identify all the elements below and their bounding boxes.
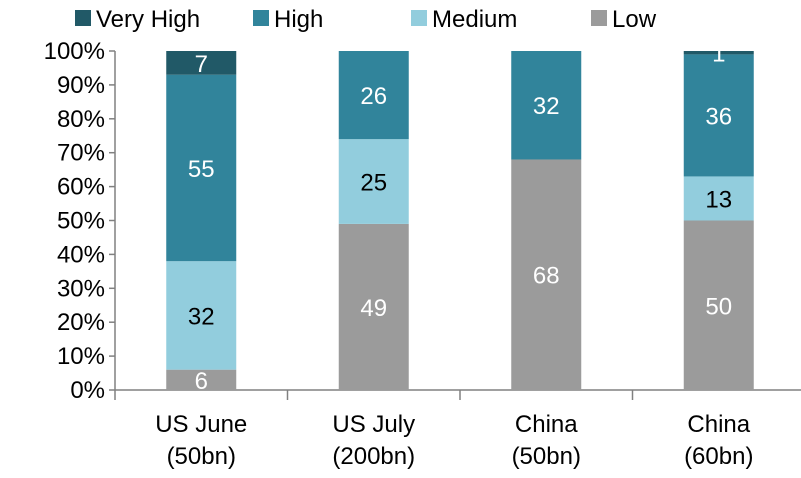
y-tick-label: 20% [57, 309, 105, 336]
legend-label-very-high: Very High [96, 6, 200, 33]
y-tick-label: 70% [57, 140, 105, 167]
y-tick-label: 60% [57, 174, 105, 201]
x-tick-label: China (50bn) [512, 411, 581, 470]
x-tick-label: China (60bn) [684, 411, 753, 470]
data-label-low: 6 [195, 368, 208, 395]
bar-segment-high [338, 51, 409, 140]
bar-segment-low [511, 159, 582, 390]
bar-segment-very-high [683, 51, 754, 55]
data-label-medium: 13 [705, 186, 732, 213]
y-tick-label: 90% [57, 72, 105, 99]
bar-segment-high [683, 54, 754, 177]
data-label-high: 55 [188, 156, 215, 183]
y-tick-label: 30% [57, 275, 105, 302]
x-axis: US June (50bn) US July (200bn) China (50bn) Ch… [114, 389, 801, 470]
bar-segment-medium [166, 261, 237, 370]
x-tick-label: US July (200bn) [332, 411, 415, 470]
legend-swatch-medium [411, 10, 427, 26]
y-tick-label: 0% [70, 377, 105, 404]
bar-segment-low [338, 223, 409, 390]
bar-segment-high [166, 74, 237, 262]
bar-segment-medium [683, 176, 754, 221]
legend-label-high: High [274, 6, 323, 33]
data-labels: 6 32 55 7 49 25 26 68 32 50 13 36 1 [188, 41, 732, 395]
legend-swatch-high [253, 10, 269, 26]
data-label-high: 32 [533, 93, 560, 120]
y-tick-label: 100% [44, 38, 105, 65]
legend-label-low: Low [612, 6, 657, 33]
data-label-very-high: 1 [712, 41, 725, 68]
data-label-medium: 32 [188, 303, 215, 330]
legend-swatch-very-high [75, 10, 91, 26]
legend-swatch-low [591, 10, 607, 26]
data-label-high: 36 [705, 103, 732, 130]
legend-label-medium: Medium [432, 6, 517, 33]
data-label-low: 49 [360, 295, 387, 322]
y-tick-label: 10% [57, 343, 105, 370]
bar-segment-high [511, 51, 582, 160]
chart-legend: Very High High Medium Low [75, 6, 657, 33]
bar-series [166, 51, 754, 390]
data-label-low: 50 [705, 293, 732, 320]
x-tick-label: US June (50bn) [155, 411, 247, 470]
bar-segment-very-high [166, 51, 237, 75]
data-label-very-high: 7 [195, 51, 208, 78]
bar-segment-medium [338, 139, 409, 224]
y-tick-label: 80% [57, 106, 105, 133]
y-axis: 0% 10% 20% 30% 40% 50% 60% 70% 80% 90% 100% [44, 38, 116, 404]
y-tick-label: 50% [57, 208, 105, 235]
bar-segment-low [683, 220, 754, 390]
data-label-low: 68 [533, 263, 560, 290]
y-tick-label: 40% [57, 241, 105, 268]
bar-segment-low [166, 369, 237, 390]
data-label-medium: 25 [360, 170, 387, 197]
data-label-high: 26 [360, 83, 387, 110]
